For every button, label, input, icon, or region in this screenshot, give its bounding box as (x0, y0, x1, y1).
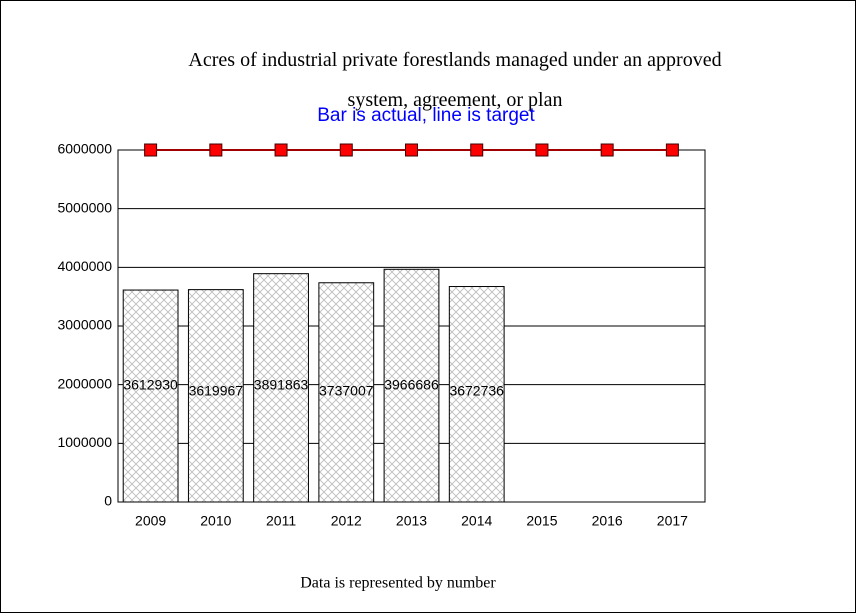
target-marker (339, 143, 353, 157)
target-marker (274, 143, 288, 157)
target-marker (535, 143, 549, 157)
x-tick-label: 2010 (200, 513, 231, 529)
chart-subtitle: Bar is actual, line is target (317, 105, 535, 126)
y-tick-label: 5000000 (57, 199, 112, 215)
x-tick-label: 2014 (461, 513, 492, 529)
bar (253, 273, 309, 503)
y-tick-label: 4000000 (57, 258, 112, 274)
bar (122, 289, 179, 503)
bar (187, 289, 244, 503)
chart-title: Acres of industrial private forestlands … (188, 49, 722, 111)
x-tick-label: 2009 (135, 513, 166, 529)
bar (448, 286, 505, 503)
bar (318, 282, 375, 503)
value-label: 3737007 (319, 383, 374, 399)
value-label: 3891863 (254, 377, 309, 393)
value-label: 3672736 (449, 383, 504, 399)
value-label: 3619967 (189, 383, 244, 399)
x-tick-label: 2017 (657, 513, 688, 529)
x-tick-label: 2011 (266, 513, 296, 529)
bar (383, 268, 440, 503)
target-marker (144, 143, 158, 157)
y-tick-label: 2000000 (57, 375, 112, 391)
target-marker (600, 143, 614, 157)
y-tick-label: 0 (104, 493, 112, 509)
value-label: 3612930 (123, 377, 178, 393)
footer: Data is represented by number (300, 575, 496, 592)
y-tick-label: 1000000 (57, 434, 112, 450)
value-label: 3966686 (384, 377, 439, 393)
target-marker (209, 143, 223, 157)
y-tick-label: 3000000 (57, 317, 112, 333)
target-marker (405, 143, 418, 157)
x-tick-label: 2013 (396, 513, 427, 529)
x-tick-label: 2015 (526, 513, 557, 529)
x-tick-label: 2016 (592, 513, 623, 529)
y-tick-label: 6000000 (57, 141, 112, 157)
x-tick-label: 2012 (331, 513, 362, 529)
target-marker (470, 143, 484, 157)
target-marker (665, 143, 679, 157)
